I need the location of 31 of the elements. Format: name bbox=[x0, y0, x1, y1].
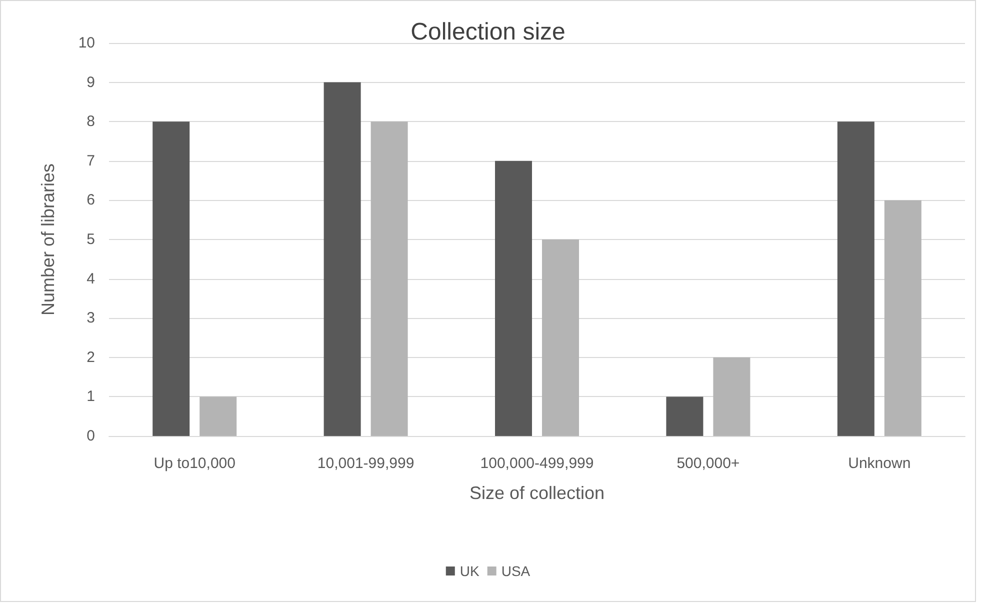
y-tick-label: 7 bbox=[86, 152, 95, 170]
y-tick-label: 2 bbox=[86, 348, 95, 366]
bar bbox=[837, 122, 874, 436]
x-tick-label: 10,001-99,999 bbox=[317, 455, 414, 472]
bar bbox=[495, 160, 532, 436]
y-tick-label: 6 bbox=[86, 192, 95, 209]
bar bbox=[324, 82, 361, 436]
y-tick-label: 3 bbox=[86, 310, 95, 327]
x-tick-label: Up to10,000 bbox=[154, 455, 236, 472]
bar bbox=[666, 396, 704, 436]
y-tick-label: 5 bbox=[86, 231, 95, 248]
y-tick-label: 9 bbox=[86, 74, 95, 91]
bar bbox=[152, 122, 190, 436]
x-axis-title: Size of collection bbox=[469, 483, 605, 503]
y-tick-label: 0 bbox=[86, 428, 95, 444]
chart-title: Collection size bbox=[410, 18, 566, 46]
y-axis-title: Number of libraries bbox=[38, 163, 58, 316]
legend-label: UK bbox=[460, 563, 480, 579]
bar bbox=[713, 357, 750, 436]
legend-label: USA bbox=[501, 563, 531, 579]
y-tick-label: 4 bbox=[86, 270, 95, 288]
bar bbox=[200, 396, 237, 436]
x-tick-label: Unknown bbox=[848, 455, 911, 472]
y-tick-label: 8 bbox=[86, 113, 95, 130]
bar bbox=[542, 240, 579, 436]
bar bbox=[884, 200, 922, 436]
y-tick-label: 1 bbox=[86, 388, 95, 406]
x-tick-label: 100,000-499,999 bbox=[480, 455, 594, 472]
bar bbox=[370, 122, 408, 436]
y-tick-label: 10 bbox=[78, 34, 95, 52]
x-tick-label: 500,000+ bbox=[676, 455, 740, 472]
